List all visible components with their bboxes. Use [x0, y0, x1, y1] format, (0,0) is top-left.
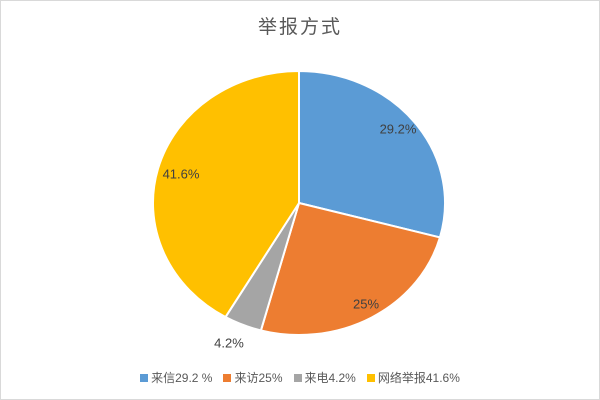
legend-label: 来信29.2 % — [151, 371, 213, 385]
data-label-0: 29.2% — [379, 121, 417, 137]
data-label-3: 41.6% — [162, 166, 200, 182]
data-label-2: 4.2% — [214, 335, 244, 351]
legend-marker-icon — [140, 373, 149, 382]
pie-slice-0 — [298, 70, 446, 239]
data-label-1: 25% — [352, 296, 380, 312]
legend-label: 网络举报41.6% — [377, 371, 460, 385]
legend-marker-icon — [223, 373, 232, 382]
legend-marker-icon — [366, 373, 375, 382]
pie-slice-3 — [152, 70, 300, 319]
chart-title: 举报方式 — [257, 17, 342, 38]
legend-marker-icon — [293, 373, 302, 382]
legend-item-0: 来信29.2 % — [140, 369, 212, 386]
legend: 来信29.2 % 来访25% 来电4.2% 网络举报41.6% — [1, 369, 599, 386]
legend-label: 来访25% — [234, 371, 283, 385]
legend-label: 来电4.2% — [304, 371, 356, 385]
legend-item-3: 网络举报41.6% — [366, 369, 460, 386]
legend-item-2: 来电4.2% — [293, 369, 356, 386]
pie-slice-1 — [259, 202, 441, 336]
legend-item-1: 来访25% — [223, 369, 283, 386]
